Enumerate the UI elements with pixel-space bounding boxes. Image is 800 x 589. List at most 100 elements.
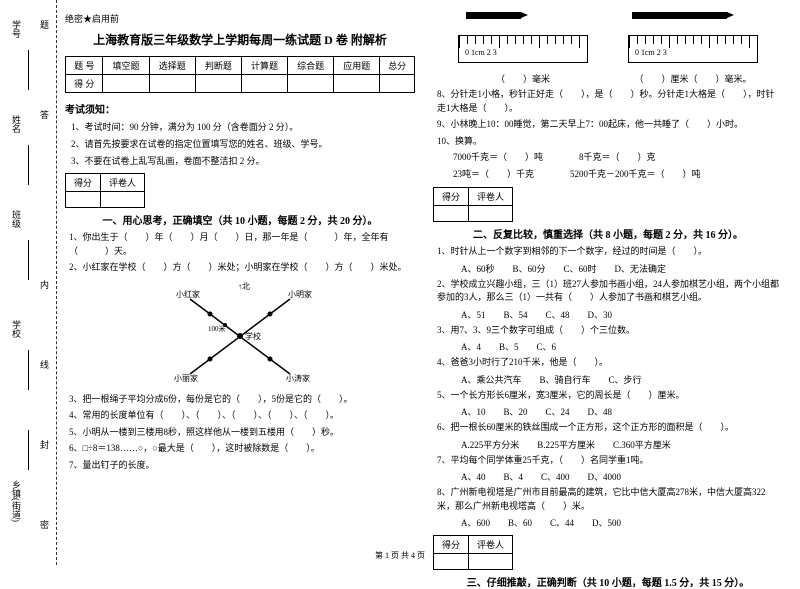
score-cell[interactable]: [241, 75, 287, 93]
cut-char: 线: [38, 360, 51, 369]
ruler-2: 0 1cm 2 3: [618, 12, 768, 67]
options: A、60秒B、60分C、60时D、无法确定: [461, 262, 783, 275]
question: 5、小明从一楼到三楼用8秒，照这样他从一楼到五楼用（ ）秒。: [69, 426, 415, 440]
score-cell[interactable]: [195, 75, 241, 93]
marker-grader: 评卷人: [469, 188, 513, 206]
marker-grader: 评卷人: [101, 174, 145, 192]
cut-line: [56, 0, 57, 565]
ruler-scale: 0 1cm 2 3: [635, 48, 667, 57]
question: 3、用7、3、9三个数字可组成（ ）个三位数。: [437, 324, 783, 338]
ruler-answer: （ ）厘米（ ）毫米。: [618, 72, 768, 85]
notice-item: 2、请首先按要求在试卷的指定位置填写您的姓名、班级、学号。: [71, 137, 415, 150]
score-header: 填空题: [103, 57, 149, 75]
svg-text:↑北: ↑北: [238, 282, 250, 291]
marker-cell[interactable]: [469, 206, 513, 222]
score-table: 题 号 填空题 选择题 判断题 计算题 综合题 应用题 总分 得 分: [65, 56, 415, 93]
cut-char: 答: [38, 110, 51, 119]
question: 2、学校成立兴趣小组，三（1）班27人参加书画小组，24人参加棋艺小组，两个小组…: [437, 278, 783, 305]
question: 7、平均每个同学体重25千克，（ ）名同学重1吨。: [437, 454, 783, 468]
score-header: 综合题: [288, 57, 334, 75]
cut-char: 题: [38, 20, 51, 29]
svg-text:小明家: 小明家: [288, 289, 312, 299]
question: 8、广州新电视塔是广州市目前最高的建筑，它比中信大厦高278米，中信大厦高322…: [437, 486, 783, 513]
question: 9、小林晚上10：00睡觉，第二天早上7：00起床，他一共睡了（ ）小时。: [437, 118, 783, 132]
section1-heading: 一、用心思考，正确填空（共 10 小题，每题 2 分，共 20 分）。: [65, 212, 415, 227]
cut-char: 内: [38, 280, 51, 289]
svg-text:学校: 学校: [245, 331, 261, 341]
svg-text:小丽家: 小丽家: [174, 373, 198, 383]
question-sub: 7000千克＝（ ）吨 8千克＝（ ）克: [453, 151, 783, 165]
question: 7、量出钉子的长度。: [69, 459, 415, 473]
options: A、600B、60C、44D、500: [461, 516, 783, 529]
left-column: 绝密★启用前 上海教育版三年级数学上学期每周一练试题 D 卷 附解析 题 号 填…: [65, 12, 415, 542]
marker-score: 得分: [66, 174, 101, 192]
svg-text:100米: 100米: [208, 324, 226, 333]
ruler-answer: （ ）毫米: [448, 72, 598, 85]
binding-margin: 题 答 内 线 封 密 学号 姓名 班级 学校 乡镇(街道): [8, 0, 58, 565]
score-header: 总分: [380, 57, 415, 75]
marker-cell[interactable]: [66, 192, 101, 208]
field-line: [28, 430, 29, 470]
field-line: [28, 350, 29, 390]
question: 8、分针走1小格，秒针正好走（ ），是（ ）秒。分针走1大格是（ ），时针走1大…: [437, 88, 783, 115]
marker-table: 得分 评卷人: [65, 173, 145, 208]
page-content: 绝密★启用前 上海教育版三年级数学上学期每周一练试题 D 卷 附解析 题 号 填…: [65, 12, 785, 542]
score-label: 得 分: [66, 75, 103, 93]
cut-char: 密: [38, 520, 51, 529]
score-cell[interactable]: [380, 75, 415, 93]
svg-text:小红家: 小红家: [176, 289, 200, 299]
options: A、51B、54C、48D、30: [461, 308, 783, 321]
ruler-body: 0 1cm 2 3: [458, 35, 588, 63]
score-cell[interactable]: [288, 75, 334, 93]
score-header: 应用题: [334, 57, 380, 75]
options: A、40B、4C、400D、4000: [461, 470, 783, 483]
ruler-body: 0 1cm 2 3: [628, 35, 758, 63]
question: 4、爸爸3小时行了210千米，他是（ ）。: [437, 356, 783, 370]
notice-item: 3、不要在试卷上乱写乱画，卷面不整洁扣 2 分。: [71, 154, 415, 167]
question: 5、一个长方形长6厘米，宽3厘米，它的周长是（ ）厘米。: [437, 389, 783, 403]
svg-text:小涛家: 小涛家: [286, 373, 310, 383]
ruler-scale: 0 1cm 2 3: [465, 48, 497, 57]
marker-cell[interactable]: [434, 206, 469, 222]
marker-table: 得分 评卷人: [433, 187, 513, 222]
question: 10、换算。: [437, 135, 783, 149]
ruler-1: 0 1cm 2 3: [448, 12, 598, 67]
pencil-icon: [632, 12, 727, 19]
notice-item: 1、考试时间：90 分钟，满分为 100 分（含卷面分 2 分）。: [71, 120, 415, 133]
notice-heading: 考试须知：: [65, 101, 415, 116]
options: A、4B、5C、6: [461, 340, 783, 353]
options: A.225平方分米B.225平方厘米C.360平方厘米: [461, 438, 783, 451]
marker-score: 得分: [434, 188, 469, 206]
ruler-diagrams: 0 1cm 2 3 0 1cm 2 3: [433, 12, 783, 67]
question: 4、常用的长度单位有（ ）、（ ）、（ ）、（ ）、（ ）。: [69, 409, 415, 423]
right-column: 0 1cm 2 3 0 1cm 2 3 （ ）毫米 （ ）: [433, 12, 783, 542]
question: 6、□÷8＝138……○，○最大是（ ），这时被除数是（ ）。: [69, 442, 415, 456]
field-label-id: 学号: [10, 20, 23, 38]
question: 3、把一根绳子平均分成6份，每份是它的（ ），5份是它的（ ）。: [69, 393, 415, 407]
direction-diagram: ↑北 学校 小红家 小明家 小丽家 小涛家 100米: [160, 279, 320, 389]
diagram-svg: ↑北 学校 小红家 小明家 小丽家 小涛家 100米: [160, 279, 320, 389]
marker-cell[interactable]: [101, 192, 145, 208]
question: 2、小红家在学校（ ）方（ ）米处；小明家在学校（ ）方（ ）米处。: [69, 261, 415, 275]
options: A、乘公共汽车B、骑自行车C、步行: [461, 373, 783, 386]
options: A、10B、20C、24D、48: [461, 405, 783, 418]
field-label-school: 学校: [10, 320, 23, 338]
question-sub: 23吨＝（ ）千克 5200千克－200千克＝（ ）吨: [453, 168, 783, 182]
section2-heading: 二、反复比较，慎重选择（共 8 小题，每题 2 分，共 16 分）。: [433, 226, 783, 241]
question: 6、把一根长60厘米的铁丝围成一个正方形，这个正方形的面积是（ ）。: [437, 421, 783, 435]
field-label-town: 乡镇(街道): [10, 480, 23, 522]
field-label-class: 班级: [10, 210, 23, 228]
pencil-icon: [466, 12, 521, 19]
cut-char: 封: [38, 440, 51, 449]
score-cell[interactable]: [103, 75, 149, 93]
score-header: 选择题: [149, 57, 195, 75]
question: 1、你出生于（ ）年（ ）月（ ）日，那一年是（ ）年，全年有（ ）天。: [69, 231, 415, 258]
field-line: [28, 50, 29, 90]
section3-heading: 三、仔细推敲，正确判断（共 10 小题，每题 1.5 分，共 15 分）。: [433, 574, 783, 589]
page-footer: 第 1 页 共 4 页: [0, 550, 800, 561]
score-header: 题 号: [66, 57, 103, 75]
score-cell[interactable]: [149, 75, 195, 93]
score-cell[interactable]: [334, 75, 380, 93]
exam-title: 上海教育版三年级数学上学期每周一练试题 D 卷 附解析: [65, 31, 415, 48]
secret-label: 绝密★启用前: [65, 12, 415, 25]
